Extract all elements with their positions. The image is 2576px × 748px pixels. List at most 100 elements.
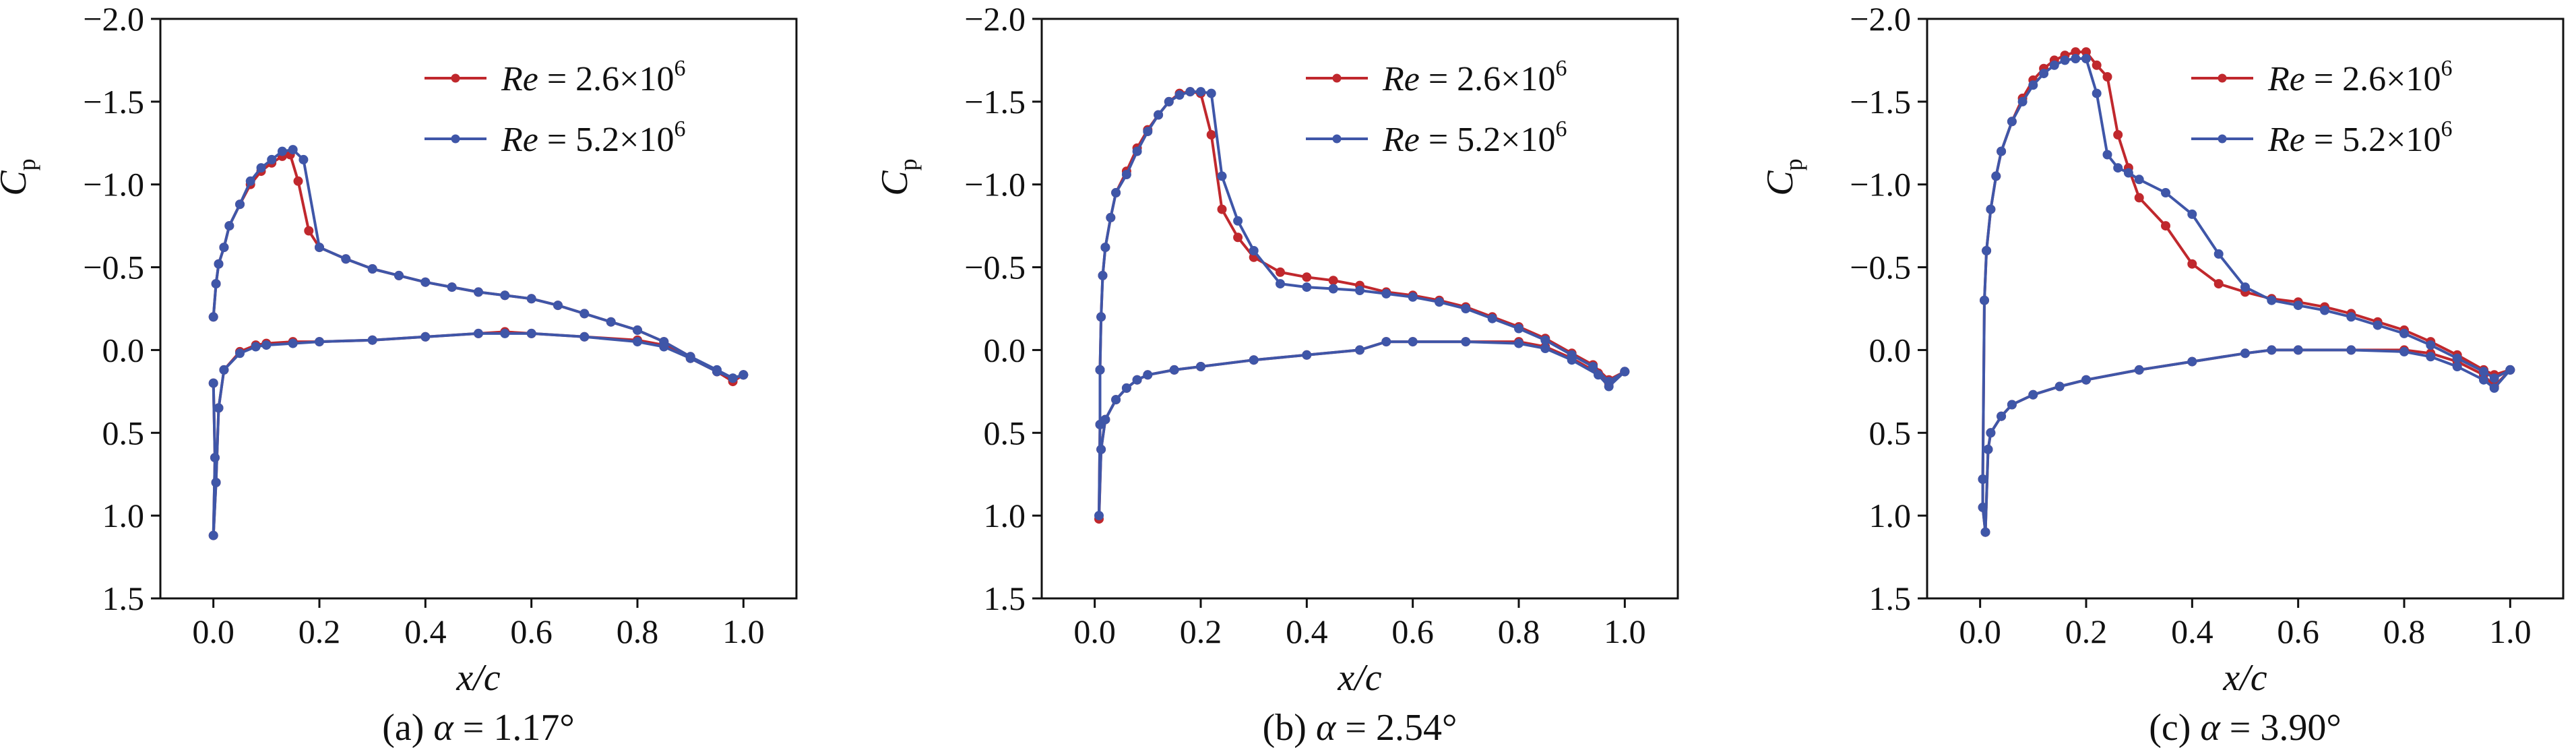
caption-symbol: α: [2200, 707, 2221, 748]
data-point: [1217, 204, 1227, 214]
data-point: [1143, 127, 1153, 137]
y-tick-label: 0.5: [102, 414, 145, 451]
x-tick-label: 0.6: [510, 613, 553, 650]
data-point: [304, 226, 314, 236]
y-tick-label: 1.0: [984, 497, 1026, 534]
y-tick-label: −2.0: [1850, 0, 1911, 38]
subplot-caption: (a) α = 1.17°: [382, 707, 575, 748]
plot-frame: [1926, 18, 2565, 600]
subplot-caption: (c) α = 3.90°: [2149, 707, 2342, 748]
caption-prefix: (b): [1263, 707, 1316, 748]
data-point: [2113, 163, 2123, 173]
y-axis-label: Cp: [1759, 158, 1807, 195]
data-point: [2017, 96, 2028, 106]
data-point: [526, 328, 536, 338]
subplot-a: 0.0 0.2 0.4 0.6 0.8 1.0 −2.0 −1.5 −1.0 −0.5 0.0 0.5…: [0, 0, 798, 748]
data-point: [1095, 365, 1105, 375]
data-point: [315, 243, 324, 253]
y-axis-label-subscript: p: [895, 158, 922, 170]
x-tick-label: 0.4: [1286, 613, 1328, 650]
data-point: [1196, 87, 1205, 97]
data-point: [1132, 146, 1142, 156]
data-point: [2267, 345, 2277, 355]
legend-label: Re = 5.2×106: [501, 117, 686, 159]
x-tick-label: 1.0: [1604, 613, 1646, 650]
data-point: [712, 367, 722, 377]
legend-symbol: Re: [1382, 121, 1420, 159]
data-point: [2293, 301, 2303, 311]
data-point: [1106, 212, 1116, 222]
data-point: [1355, 345, 1364, 355]
data-point: [1132, 375, 1142, 385]
data-point: [2102, 72, 2112, 82]
data-point: [2071, 54, 2081, 63]
y-tick-label: 1.5: [102, 580, 145, 617]
data-point: [1143, 370, 1153, 380]
data-point: [1100, 243, 1110, 253]
x-tick-label: 0.2: [299, 613, 341, 650]
data-point: [420, 277, 431, 287]
data-point: [2489, 383, 2499, 393]
data-point: [1461, 337, 1471, 347]
data-point: [2123, 168, 2133, 178]
x-tick-label: 0.6: [1391, 613, 1434, 650]
caption-suffix: = 2.54°: [1336, 707, 1457, 748]
data-point: [267, 154, 277, 164]
data-point: [2426, 352, 2436, 362]
y-tick-label: 1.0: [1869, 497, 1912, 534]
y-tick-label: −1.0: [964, 166, 1026, 204]
y-tick-label: 0.5: [984, 414, 1026, 451]
data-point: [293, 176, 303, 186]
legend-exponent: 6: [1556, 117, 1567, 142]
data-point: [367, 335, 377, 345]
data-point: [394, 270, 404, 280]
data-point: [2092, 60, 2102, 70]
data-point: [1328, 276, 1338, 286]
data-point: [1233, 216, 1243, 226]
data-point: [2213, 249, 2224, 259]
legend-label: Re = 2.6×106: [2267, 56, 2453, 98]
data-point: [288, 145, 298, 155]
series-line-lower: [212, 330, 745, 537]
data-point: [2346, 312, 2356, 322]
x-tick-label: 0.8: [1498, 613, 1540, 650]
y-tick-label: −1.5: [1850, 83, 1911, 121]
y-axis-label-main: C: [874, 170, 916, 196]
legend-marker: [451, 73, 460, 83]
x-tick-label: 0.4: [2171, 613, 2213, 650]
legend-symbol: Re: [2267, 121, 2305, 159]
caption-prefix: (c): [2149, 707, 2200, 748]
caption-suffix: = 1.17°: [453, 707, 575, 748]
y-axis-label-subscript: p: [1780, 158, 1807, 170]
data-point: [1381, 337, 1391, 347]
y-axis-label: Cp: [874, 158, 922, 195]
legend-label: Re = 2.6×106: [1382, 56, 1567, 98]
y-axis-label-main: C: [0, 170, 34, 196]
data-point: [1233, 232, 1243, 243]
x-tick-label: 0.0: [1959, 613, 2001, 650]
data-point: [474, 328, 483, 338]
data-point: [2373, 320, 2383, 330]
data-point: [219, 243, 229, 253]
legend-exponent: 6: [2441, 56, 2453, 81]
y-tick-label: 0.5: [1869, 414, 1912, 451]
data-point: [1487, 313, 1497, 323]
data-point: [208, 378, 218, 388]
y-tick-label: −2.0: [964, 0, 1026, 38]
data-point: [245, 176, 255, 186]
legend-symbol: Re: [1382, 60, 1420, 98]
data-point: [1096, 444, 1106, 454]
data-point: [219, 365, 229, 375]
data-point: [1154, 110, 1164, 120]
legend-value: = 2.6×10: [538, 60, 674, 98]
y-tick-label: −1.0: [83, 166, 144, 204]
data-point: [1328, 284, 1338, 294]
x-tick-label: 0.2: [2065, 613, 2108, 650]
subplot-caption: (b) α = 2.54°: [1263, 707, 1457, 748]
data-point: [447, 282, 457, 292]
data-point: [633, 325, 642, 335]
legend-exponent: 6: [674, 56, 686, 81]
data-point: [2007, 117, 2017, 127]
series-line-lower: [1981, 348, 2511, 534]
